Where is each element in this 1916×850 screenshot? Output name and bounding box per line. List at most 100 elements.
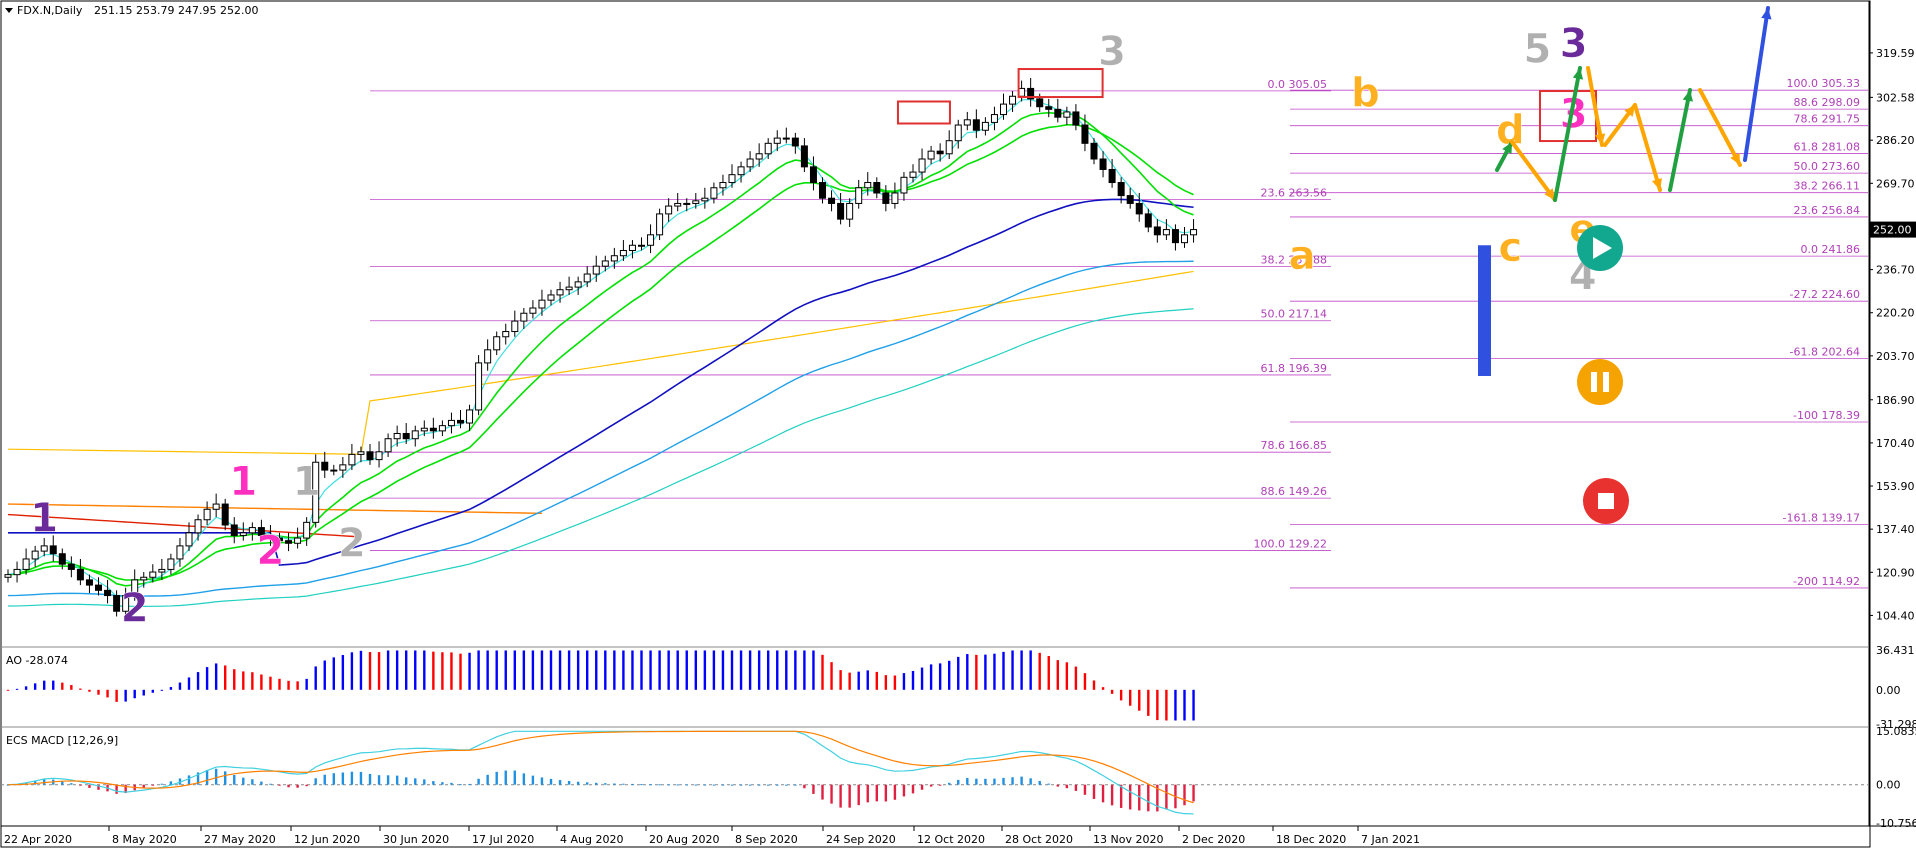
candle-bull	[538, 299, 546, 309]
macd-hist-up	[957, 779, 960, 785]
candle-bull	[719, 182, 727, 189]
wave-label: 3	[1098, 29, 1126, 75]
candle-bear	[1135, 202, 1143, 215]
time-tick-label: 30 Jun 2020	[383, 833, 449, 846]
ao-bar-up	[812, 650, 815, 690]
macd-hist-up	[595, 782, 598, 785]
macd-hist-up	[757, 784, 761, 786]
candle-bull	[547, 294, 555, 301]
ao-bar-down	[1065, 662, 1069, 690]
macd-tick-label: -10.7567	[1876, 817, 1916, 830]
ao-bar-up	[405, 650, 408, 690]
candle-bull	[502, 331, 510, 338]
candle-bear	[402, 432, 410, 440]
ma-red-line	[7, 513, 361, 538]
ao-bar-up	[1020, 650, 1023, 690]
macd-hist-up	[576, 781, 580, 785]
candle-bull	[619, 249, 627, 257]
macd-hist-up	[984, 778, 987, 785]
candle-bull	[348, 453, 356, 466]
ao-bar-up	[576, 650, 580, 690]
ao-bar-up	[948, 660, 951, 690]
ao-bar-down	[432, 651, 435, 690]
ao-bar-up	[1011, 650, 1014, 690]
macd-hist-down	[1147, 784, 1150, 812]
time-tick-label: 22 Apr 2020	[4, 833, 72, 846]
candle-bull	[1000, 103, 1007, 116]
candle-bear	[1126, 195, 1134, 204]
ao-bar-up	[350, 652, 354, 690]
ao-bar-up	[187, 677, 191, 690]
macd-hist-down	[830, 784, 833, 804]
candle-bull	[4, 574, 12, 578]
price-tick-label: 153.90	[1876, 480, 1915, 493]
ao-bar-down	[106, 689, 109, 698]
macd-panel: 15.0835 0.00 -10.7567	[1, 725, 1916, 830]
ao-bar-up	[341, 655, 345, 690]
macd-line	[7, 730, 1194, 815]
candle-bull	[592, 265, 600, 275]
ao-bar-up	[911, 670, 915, 690]
price-tick-label: 186.90	[1876, 394, 1915, 407]
candle-bull	[710, 187, 718, 199]
candle-bear	[819, 182, 826, 199]
macd-hist-up	[477, 778, 480, 785]
macd-hist-up	[776, 784, 779, 786]
fib-extension-label: 38.2 266.11	[1794, 180, 1860, 193]
ao-bar-up	[776, 650, 779, 690]
macd-hist-down	[1156, 784, 1159, 812]
ao-bar-up	[712, 650, 716, 690]
candle-bear	[1108, 168, 1116, 184]
wave-label: 1	[30, 495, 58, 541]
ma-teal-line	[7, 308, 1194, 607]
macd-hist-up	[549, 778, 553, 785]
wave-arrow-orange-head	[1544, 188, 1555, 200]
macd-hist-up	[631, 783, 634, 785]
candle-bull	[628, 244, 636, 251]
ema-green-fast-line	[7, 111, 1194, 587]
candle-bear	[837, 202, 845, 220]
price-tick-label: 137.40	[1876, 523, 1915, 536]
symbol-dropdown-icon[interactable]	[5, 8, 13, 13]
candle-bull	[411, 430, 419, 440]
ao-bar-up	[1174, 689, 1177, 721]
candle-bull	[529, 307, 537, 314]
time-tick-label: 18 Dec 2020	[1276, 833, 1346, 846]
candle-bull	[583, 273, 591, 283]
time-tick-label: 27 May 2020	[204, 833, 276, 846]
candle-bear	[809, 166, 817, 184]
ao-bar-down	[839, 670, 842, 690]
candle-bull	[701, 197, 709, 202]
fib-retracement-label: 61.8 196.39	[1261, 362, 1327, 375]
ao-bar-down	[1056, 660, 1059, 690]
time-tick-label: 28 Oct 2020	[1005, 833, 1073, 846]
price-tick-label: 170.40	[1876, 437, 1915, 450]
macd-hist-down	[893, 784, 897, 800]
ao-bar-up	[586, 650, 589, 690]
candle-bull	[1162, 229, 1170, 236]
ao-bar-up	[160, 689, 164, 691]
moving-averages	[7, 98, 1194, 607]
time-tick-label: 17 Jul 2020	[472, 833, 534, 846]
ao-bar-down	[224, 665, 227, 690]
candle-bull	[131, 579, 139, 597]
ao-bar-down	[975, 654, 978, 690]
ao-bar-up	[794, 650, 797, 690]
ao-bar-down	[1038, 652, 1041, 690]
candle-bear	[366, 451, 374, 461]
ao-bar-down	[278, 678, 281, 690]
fib-extension-label: 23.6 256.84	[1794, 204, 1860, 217]
candle-bull	[185, 532, 193, 547]
candle-bull	[981, 121, 989, 131]
ao-bar-up	[929, 664, 933, 690]
macd-hist-down	[911, 784, 915, 794]
ohlc-values: 251.15 253.79 247.95 252.00	[94, 4, 258, 17]
candle-bull	[909, 171, 917, 178]
candle-bull	[520, 312, 528, 322]
macd-hist-down	[1101, 784, 1105, 803]
time-tick-label: 2 Dec 2020	[1182, 833, 1245, 846]
ao-bar-down	[88, 689, 91, 692]
fib-extension-label: -61.8 202.64	[1790, 346, 1860, 359]
candle-bear	[1045, 106, 1053, 110]
